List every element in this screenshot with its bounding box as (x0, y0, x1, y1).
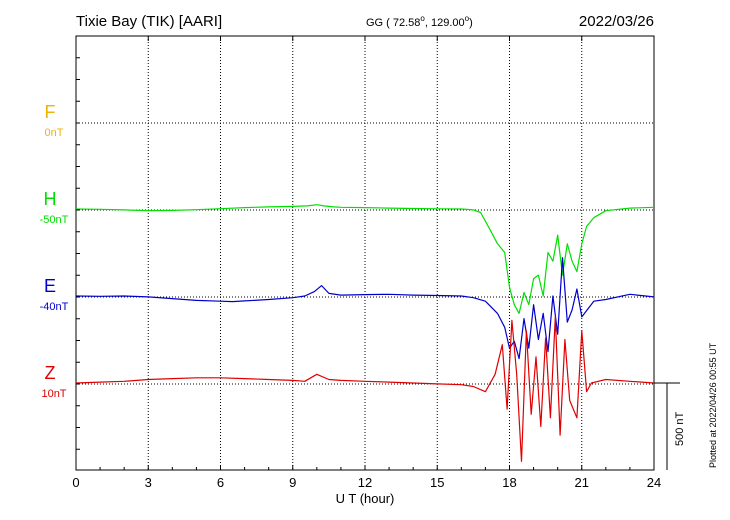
channel-name-z: Z (45, 363, 56, 383)
channel-name-f: F (45, 102, 56, 122)
channel-name-e: E (44, 276, 56, 296)
plotted-timestamp: Plotted at 2022/04/26 00:55 UT (708, 342, 718, 468)
x-tick-label: 21 (575, 475, 589, 490)
x-tick-label: 3 (145, 475, 152, 490)
series-line-h (75, 204, 655, 314)
channel-baseline-h: -50nT (40, 214, 69, 226)
x-tick-label: 24 (647, 475, 661, 490)
station-title: Tixie Bay (TIK) [AARI] (76, 13, 222, 30)
scale-bar: 500 nT (654, 382, 686, 470)
coords-mid: , 129.00 (425, 17, 465, 29)
grid-lines (76, 36, 654, 470)
degree-mark-2: o (465, 14, 470, 23)
channel-name-h: H (44, 189, 57, 209)
channel-baseline-e: -40nT (40, 301, 69, 313)
channel-baseline-f: 0nT (45, 127, 64, 139)
x-tick-label: 15 (430, 475, 444, 490)
series-line-e (75, 257, 655, 360)
x-tick-label: 9 (289, 475, 296, 490)
degree-mark-1: o (420, 14, 425, 23)
series-line-z (75, 316, 655, 462)
channel-baseline-z: 10nT (41, 388, 66, 400)
series-lines (75, 204, 655, 462)
x-tick-label: 18 (502, 475, 516, 490)
scale-bar-label: 500 nT (674, 411, 686, 446)
x-tick-label: 12 (358, 475, 372, 490)
coords-suffix: ) (469, 17, 473, 29)
coordinates-label: GG ( 72.58o, 129.00o) (366, 14, 473, 29)
x-axis-label: U T (hour) (336, 491, 395, 506)
coords-prefix: GG ( 72.58 (366, 17, 420, 29)
x-tick-label: 6 (217, 475, 224, 490)
x-tick-label: 0 (72, 475, 79, 490)
channel-labels: F 0nT H -50nT E -40nT Z 10nT (40, 102, 69, 400)
x-ticks: 0 3 6 9 12 15 18 21 24 (72, 35, 661, 490)
date-label: 2022/03/26 (579, 13, 654, 30)
